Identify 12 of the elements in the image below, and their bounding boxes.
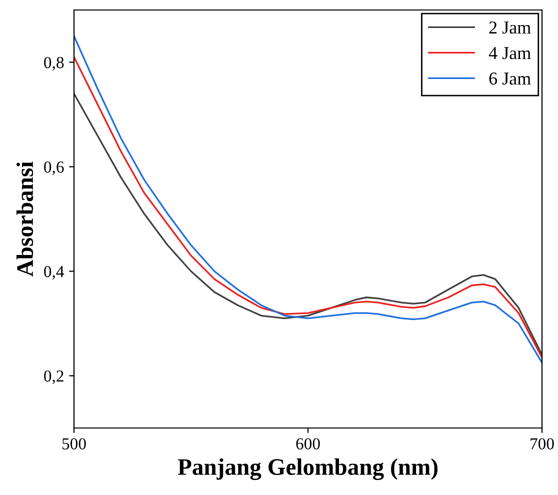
y-tick-label: 0,8 [44,56,64,71]
y-tick-label: 0,4 [44,266,64,280]
x-axis-title: Panjang Gelombang (nm) [178,458,438,480]
legend-label: 2 Jam [489,22,531,34]
y-axis-title: Absorbansi [16,162,34,277]
x-tick-label: 500 [62,438,86,450]
y-tick-label: 0,6 [44,161,64,176]
legend-label: 6 Jam [489,72,531,85]
y-tick-label: 0,2 [44,370,64,384]
legend-label: 4 Jam [488,47,531,60]
x-tick-label: 600 [296,438,320,450]
x-tick-label: 700 [530,438,554,450]
